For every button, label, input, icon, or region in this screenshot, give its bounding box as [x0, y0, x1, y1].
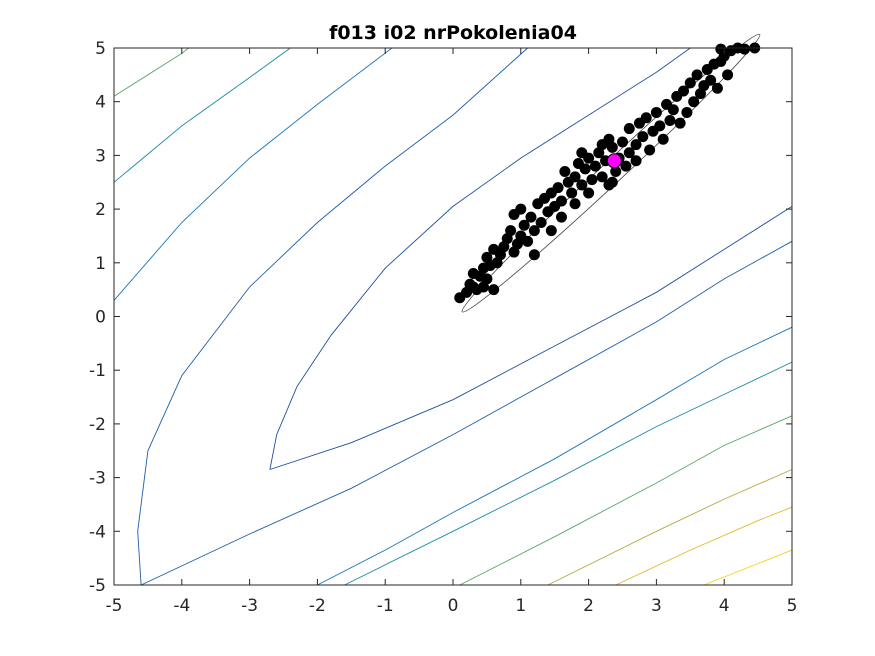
population-point-95	[528, 249, 540, 261]
y-tick-label-1: -4	[89, 522, 106, 542]
y-tick-label-5: 0	[95, 308, 106, 328]
population-point-54	[623, 147, 635, 159]
population-point-37	[566, 187, 578, 199]
x-tick-label-6: 1	[515, 596, 526, 616]
population-point-71	[667, 104, 679, 116]
population-point-73	[674, 117, 686, 129]
y-tick-label-0: -5	[89, 576, 106, 596]
contour-line-level-1-0	[269, 47, 691, 470]
population-point-52	[617, 136, 628, 148]
plot-area: -5 -4 -3 -2 -1 0 1 2 3 4 5 -5 -4 -3 -2 -1 0 1 2 3 4 5	[89, 33, 798, 616]
x-tick-label-1: -4	[173, 596, 190, 616]
x-tick-label-9: 4	[719, 596, 730, 616]
population-point-94	[545, 225, 557, 237]
population-point-84	[711, 82, 723, 94]
population-point-66	[650, 106, 662, 118]
population-point-59	[623, 123, 635, 135]
x-axis-ticks: -5 -4 -3 -2 -1 0 1 2 3 4 5	[106, 48, 798, 616]
population-point-64	[644, 144, 656, 156]
population-point-58	[603, 133, 615, 145]
x-tick-label-4: -1	[377, 596, 394, 616]
population-point-36	[559, 166, 571, 178]
population-point-55	[583, 187, 595, 199]
x-tick-label-3: -2	[309, 596, 326, 616]
population-point-63	[640, 112, 652, 124]
best-point-layer	[606, 153, 622, 169]
contour-line-level-7-11	[615, 506, 793, 586]
population-point-87	[722, 69, 734, 81]
y-tick-label-6: 1	[95, 254, 106, 274]
population-point-96	[488, 284, 500, 296]
axes-background	[114, 48, 792, 585]
y-tick-label-8: 3	[95, 146, 106, 166]
population-point-11	[481, 251, 493, 263]
population-point-99	[569, 198, 581, 210]
y-tick-label-10: 5	[95, 39, 106, 59]
population-point-60	[630, 139, 642, 151]
population-point-27	[535, 217, 547, 229]
x-tick-label-5: 0	[448, 596, 459, 616]
contour-line-level-1-1	[269, 206, 793, 470]
y-tick-label-4: -1	[89, 361, 106, 381]
population-point-41	[579, 163, 591, 175]
y-tick-label-9: 4	[95, 93, 106, 113]
contour-line-level-8-12	[703, 549, 793, 586]
population-point-92	[715, 43, 727, 55]
population-point-56	[576, 147, 588, 159]
population-point-23	[525, 211, 537, 223]
population-point-74	[678, 85, 690, 97]
population-point-97	[606, 176, 618, 188]
contour-line-level-4-7	[344, 361, 793, 586]
population-point-38	[569, 171, 581, 183]
population-point-78	[691, 69, 703, 81]
population-point-75	[681, 106, 693, 118]
contour-line-level-2-3	[140, 240, 793, 586]
best-point	[606, 153, 622, 169]
contour-line-level-2-2	[137, 47, 528, 586]
y-tick-label-7: 2	[95, 200, 106, 220]
contour-line-level-4-6	[113, 47, 291, 183]
population-point-43	[586, 174, 598, 186]
population-point-19	[505, 225, 517, 237]
contour-line-level-6-10	[547, 469, 793, 586]
population-point-70	[664, 114, 676, 126]
population-point-62	[637, 131, 649, 143]
population-point-44	[589, 160, 601, 172]
population-point-21	[518, 219, 530, 231]
chart-title: f013 i02 nrPokolenia04	[329, 22, 577, 44]
x-tick-label-8: 3	[651, 596, 662, 616]
population-point-14	[488, 243, 500, 255]
x-tick-label-10: 5	[787, 596, 798, 616]
population-point-46	[596, 171, 608, 183]
population-point-24	[528, 225, 540, 237]
y-tick-label-3: -2	[89, 415, 106, 435]
population-point-40	[576, 179, 588, 191]
population-point-8	[467, 268, 479, 280]
x-tick-label-7: 2	[583, 596, 594, 616]
population-point-98	[630, 155, 642, 167]
population-point-67	[654, 120, 666, 132]
population-point-68	[657, 133, 669, 145]
x-tick-label-0: -5	[106, 596, 123, 616]
population-points	[454, 42, 761, 304]
contour-line-level-3-5	[317, 326, 793, 586]
population-point-34	[555, 195, 567, 207]
population-point-76	[684, 77, 696, 89]
population-point-26	[515, 203, 527, 215]
x-tick-label-2: -3	[241, 596, 258, 616]
population-point-33	[552, 182, 564, 194]
y-tick-label-2: -3	[89, 469, 106, 489]
y-axis-ticks: -5 -4 -3 -2 -1 0 1 2 3 4 5	[89, 39, 792, 596]
contour-line-level-3-4	[113, 47, 393, 301]
contour-line-level-5-9	[459, 415, 793, 586]
population-point-93	[555, 211, 567, 223]
population-point-90	[739, 43, 751, 55]
population-point-82	[705, 74, 717, 86]
contour-lines	[113, 47, 793, 586]
population-point-22	[522, 235, 534, 247]
population-point-53	[620, 160, 632, 172]
population-point-77	[688, 96, 700, 108]
